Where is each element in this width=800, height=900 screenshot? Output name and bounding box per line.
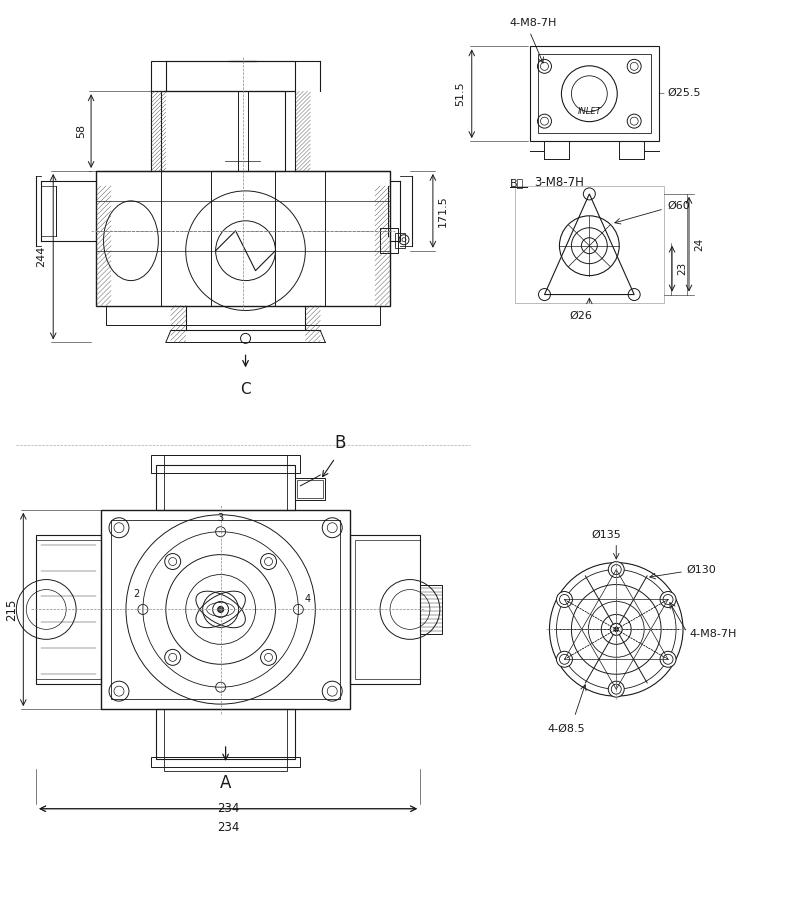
Bar (151, 455, 300, 472)
Bar (156, 709, 295, 759)
Circle shape (660, 652, 676, 667)
Bar (514, 186, 664, 302)
Bar (295, 478, 326, 500)
Bar (355, 540, 420, 680)
Text: Ø26: Ø26 (570, 310, 593, 320)
Bar (151, 61, 295, 91)
Bar (156, 465, 295, 509)
Circle shape (660, 591, 676, 608)
Circle shape (557, 591, 573, 608)
Text: 2: 2 (133, 590, 139, 599)
Text: B向: B向 (510, 178, 524, 188)
Text: 234: 234 (217, 821, 239, 833)
Bar (395, 233, 405, 248)
Bar (36, 540, 101, 680)
Text: B: B (334, 434, 346, 452)
Text: C: C (240, 382, 251, 397)
Text: 215: 215 (5, 598, 18, 621)
Text: INLET: INLET (578, 107, 602, 116)
Text: Ø130: Ø130 (686, 564, 716, 574)
Circle shape (608, 562, 624, 578)
Text: 23: 23 (677, 262, 687, 275)
Text: A: A (220, 774, 231, 792)
Text: 4-M8-7H: 4-M8-7H (689, 629, 736, 639)
Text: 171.5: 171.5 (438, 195, 448, 227)
Text: 3-M8-7H: 3-M8-7H (534, 176, 585, 189)
Circle shape (608, 681, 624, 698)
Circle shape (614, 627, 618, 632)
Bar (298, 480, 323, 498)
Text: 24: 24 (694, 238, 704, 251)
Bar (111, 520, 340, 699)
Bar (164, 709, 287, 771)
Bar (164, 455, 287, 509)
Text: 4: 4 (304, 595, 310, 605)
Bar (380, 228, 398, 253)
Bar (36, 535, 101, 684)
Text: 234: 234 (217, 802, 239, 814)
Bar (106, 305, 380, 326)
Text: Ø25.5: Ø25.5 (667, 88, 701, 98)
Text: 3: 3 (218, 513, 224, 523)
Bar (151, 757, 300, 767)
Text: 51.5: 51.5 (454, 81, 465, 106)
Bar (538, 54, 651, 133)
Bar (420, 584, 442, 634)
Text: Ø60: Ø60 (667, 201, 690, 211)
Circle shape (557, 652, 573, 667)
Bar (350, 535, 420, 684)
Bar (161, 91, 286, 171)
Text: 4-M8-7H: 4-M8-7H (510, 19, 557, 29)
Text: 4-Ø8.5: 4-Ø8.5 (548, 724, 586, 734)
Text: 58: 58 (76, 124, 86, 139)
Bar (530, 47, 659, 141)
Text: Ø135: Ø135 (591, 530, 621, 540)
Bar (96, 171, 390, 305)
Circle shape (218, 607, 224, 612)
Bar (101, 509, 350, 709)
Text: 244: 244 (36, 246, 46, 267)
